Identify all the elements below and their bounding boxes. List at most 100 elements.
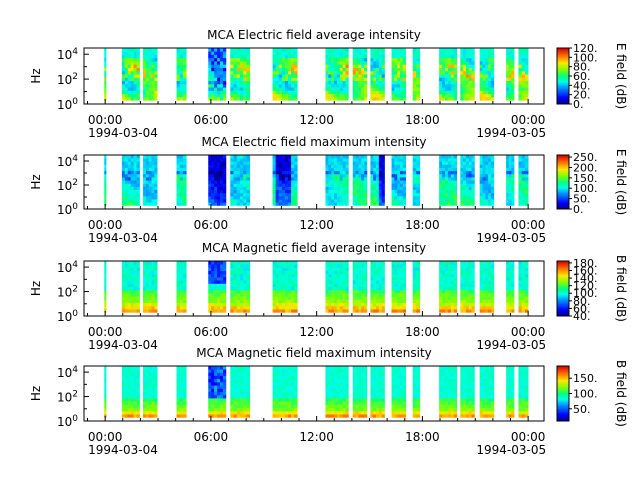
heatmap-cell	[143, 54, 147, 59]
heatmap-cell	[331, 189, 335, 194]
heatmap-cell	[211, 97, 215, 101]
heatmap-cell	[439, 87, 443, 91]
heatmap-cell	[220, 57, 224, 62]
heatmap-cell	[355, 302, 359, 307]
heatmap-cell	[148, 369, 152, 373]
heatmap-cell	[352, 261, 356, 265]
heatmap-cell	[450, 186, 455, 190]
heatmap-cell	[460, 155, 464, 159]
heatmap-cell	[447, 161, 452, 165]
heatmap-cell	[179, 261, 184, 265]
heatmap-cell	[342, 369, 346, 373]
heatmap-cell	[400, 302, 404, 307]
heatmap-cell	[179, 391, 184, 396]
heatmap-cell	[460, 80, 464, 85]
heatmap-cell	[482, 161, 486, 165]
heatmap-cell	[325, 398, 329, 402]
heatmap-cell	[339, 261, 343, 265]
heatmap-cell	[104, 398, 107, 402]
heatmap-cell	[447, 80, 452, 85]
heatmap-cell	[402, 167, 406, 172]
heatmap-cell	[400, 261, 404, 265]
heatmap-cell	[482, 264, 486, 268]
heatmap-cell	[468, 54, 472, 59]
heatmap-cell	[447, 61, 452, 65]
heatmap-cell	[208, 51, 212, 55]
heatmap-cell	[217, 404, 221, 409]
heatmap-cell	[450, 64, 455, 68]
heatmap-cell	[284, 199, 289, 203]
heatmap-cell	[402, 189, 406, 194]
heatmap-cell	[378, 173, 383, 178]
heatmap-cell	[288, 394, 292, 399]
heatmap-cell	[239, 202, 244, 206]
heatmap-cell	[490, 277, 495, 281]
heatmap-cell	[402, 280, 406, 284]
heatmap-cell	[230, 372, 234, 376]
heatmap-cell	[222, 414, 227, 418]
y-tick-label: 104	[57, 154, 78, 169]
heatmap-cell	[246, 394, 251, 399]
heatmap-cell	[145, 192, 150, 197]
heatmap-cell	[104, 309, 107, 313]
heatmap-cell	[488, 67, 492, 72]
heatmap-cell	[211, 54, 215, 59]
heatmap-cell	[468, 296, 472, 300]
heatmap-cell	[479, 277, 483, 281]
heatmap-cell	[133, 186, 137, 190]
heatmap-cell	[182, 80, 187, 85]
heatmap-cell	[328, 277, 332, 281]
heatmap-cell	[104, 267, 107, 271]
heatmap-cell	[211, 67, 215, 72]
heatmap-cell	[518, 267, 523, 271]
heatmap-cell	[328, 70, 332, 75]
heatmap-cell	[154, 407, 158, 412]
heatmap-cell	[352, 277, 356, 281]
heatmap-cell	[521, 177, 526, 181]
heatmap-cell	[179, 394, 184, 399]
heatmap-cell	[233, 270, 238, 275]
heatmap-cell	[445, 177, 449, 181]
heatmap-cell	[145, 87, 150, 91]
heatmap-cell	[145, 391, 150, 396]
heatmap-cell	[479, 161, 483, 165]
heatmap-cell	[453, 199, 458, 203]
heatmap-cell	[211, 183, 215, 187]
heatmap-cell	[336, 54, 341, 59]
heatmap-cell	[511, 83, 515, 88]
heatmap-cell	[325, 57, 329, 62]
heatmap-cell	[148, 164, 152, 168]
heatmap-cell	[339, 90, 343, 95]
heatmap-cell	[490, 286, 495, 291]
heatmap-cell	[453, 155, 458, 159]
heatmap-cell	[272, 70, 277, 75]
heatmap-cell	[230, 77, 234, 82]
heatmap-cell	[373, 170, 377, 175]
heatmap-cell	[104, 161, 107, 165]
heatmap-cell	[278, 286, 283, 291]
heatmap-cell	[217, 48, 221, 52]
heatmap-cell	[506, 289, 510, 294]
heatmap-cell	[463, 67, 467, 72]
heatmap-cell	[370, 87, 374, 91]
heatmap-cell	[397, 267, 401, 271]
heatmap-cell	[145, 173, 150, 178]
heatmap-cell	[524, 309, 529, 313]
heatmap-cell	[463, 264, 467, 268]
heatmap-cell	[208, 189, 212, 194]
heatmap-cell	[416, 57, 421, 62]
heatmap-cell	[222, 87, 227, 91]
heatmap-cell	[378, 183, 383, 187]
heatmap-cell	[154, 173, 158, 178]
heatmap-cell	[143, 264, 147, 268]
heatmap-cell	[121, 296, 126, 300]
heatmap-cell	[439, 161, 443, 165]
heatmap-cell	[482, 199, 486, 203]
x-tick-label: 18:00	[405, 325, 440, 339]
heatmap-cell	[524, 77, 529, 82]
heatmap-cell	[482, 192, 486, 197]
heatmap-cell	[445, 202, 449, 206]
heatmap-cell	[325, 161, 329, 165]
heatmap-cell	[463, 199, 467, 203]
heatmap-cell	[182, 270, 187, 275]
